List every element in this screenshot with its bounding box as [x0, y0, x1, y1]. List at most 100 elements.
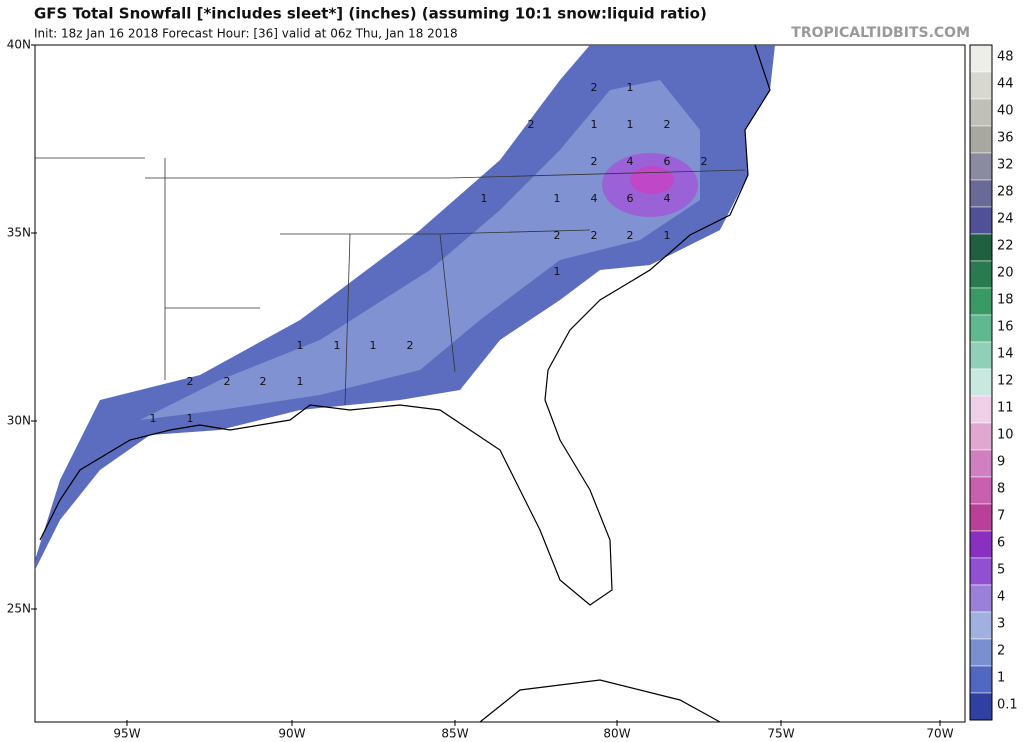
colorbar-label: 6 [997, 536, 1005, 551]
colorbar-label: 22 [997, 239, 1014, 254]
colorbar-swatch [969, 260, 993, 289]
contour-label: 1 [150, 412, 157, 425]
lat-label: 25N [7, 602, 31, 616]
contour-label: 1 [297, 339, 304, 352]
colorbar-label: 10 [997, 428, 1014, 443]
colorbar-label: 11 [997, 401, 1014, 416]
lon-label: 80W [603, 727, 630, 741]
contour-label: 2 [664, 118, 671, 131]
colorbar-label: 12 [997, 374, 1014, 389]
lon-label: 95W [113, 727, 140, 741]
colorbar-swatch [969, 449, 993, 478]
colorbar-label: 8 [997, 482, 1005, 497]
subtitle: Init: 18z Jan 16 2018 Forecast Hour: [36… [34, 27, 458, 41]
lat-label: 30N [7, 414, 31, 428]
colorbar-label: 5 [997, 563, 1005, 578]
colorbar-swatch [969, 287, 993, 316]
colorbar-swatch [969, 179, 993, 208]
lon-label: 70W [926, 727, 953, 741]
contour-label: 4 [664, 192, 671, 205]
colorbar-swatch [969, 44, 993, 73]
contour-label: 2 [591, 229, 598, 242]
colorbar-swatch [969, 206, 993, 235]
colorbar-label: 32 [997, 158, 1014, 173]
colorbar-label: 14 [997, 347, 1014, 362]
contour-label: 4 [591, 192, 598, 205]
lat-label: 35N [7, 226, 31, 240]
colorbar-label: 2 [997, 644, 1005, 659]
colorbar-frame [969, 44, 993, 721]
colorbar-swatch [969, 584, 993, 613]
colorbar-swatch [969, 152, 993, 181]
colorbar-label: 7 [997, 509, 1005, 524]
title: GFS Total Snowfall [*includes sleet*] (i… [34, 5, 707, 23]
contour-label: 6 [627, 192, 634, 205]
colorbar-label: 48 [997, 50, 1014, 65]
colorbar-swatch [969, 314, 993, 343]
lon-label: 85W [441, 727, 468, 741]
contour-label: 1 [297, 375, 304, 388]
colorbar-swatch [969, 125, 993, 154]
map-area [34, 44, 966, 723]
colorbar-swatch [969, 665, 993, 694]
colorbar-label: 16 [997, 320, 1014, 335]
contour-label: 2 [554, 229, 561, 242]
cuba-coast [479, 679, 721, 723]
colorbar-label: 4 [997, 590, 1005, 605]
colorbar-swatch [969, 395, 993, 424]
contour-label: 1 [334, 339, 341, 352]
lat-label: 40N [7, 38, 31, 52]
colorbar-swatch [969, 71, 993, 100]
contour-label: 1 [481, 192, 488, 205]
colorbar-swatch [969, 530, 993, 559]
colorbar-swatch [969, 233, 993, 262]
colorbar-swatch [969, 98, 993, 127]
colorbar-swatch [969, 692, 993, 721]
contour-label: 1 [370, 339, 377, 352]
colorbar-swatch [969, 476, 993, 505]
contour-label: 2 [591, 155, 598, 168]
colorbar-label: 36 [997, 131, 1014, 146]
contour-label: 1 [664, 229, 671, 242]
colorbar-swatch [969, 503, 993, 532]
snow-band-inner [140, 80, 700, 420]
colorbar-label: 18 [997, 293, 1014, 308]
contour-label: 2 [224, 375, 231, 388]
colorbar-swatch [969, 638, 993, 667]
colorbar-swatch [969, 422, 993, 451]
colorbar-label: 28 [997, 185, 1014, 200]
contour-label: 2 [528, 118, 535, 131]
colorbar-label: 24 [997, 212, 1014, 227]
colorbar-label: 44 [997, 77, 1014, 92]
contour-label: 6 [664, 155, 671, 168]
contour-label: 1 [627, 118, 634, 131]
colorbar-label: 3 [997, 617, 1005, 632]
contour-label: 1 [554, 192, 561, 205]
colorbar-label: 9 [997, 455, 1005, 470]
contour-label: 2 [187, 375, 194, 388]
colorbar-swatch [969, 557, 993, 586]
colorbar-label: 20 [997, 266, 1014, 281]
contour-label: 1 [554, 265, 561, 278]
contour-label: 2 [407, 339, 414, 352]
state-lines [35, 157, 746, 406]
colorbar-label: 1 [997, 671, 1005, 686]
contour-label: 2 [627, 229, 634, 242]
contour-label: 2 [591, 81, 598, 94]
lon-label: 75W [767, 727, 794, 741]
lon-label: 90W [278, 727, 305, 741]
contour-label: 4 [627, 155, 634, 168]
contour-label: 2 [701, 155, 708, 168]
contour-label: 1 [187, 412, 194, 425]
colorbar: 4844403632282422201816141211109876543210… [969, 44, 1018, 721]
brand: TROPICALTIDBITS.COM [791, 25, 970, 41]
colorbar-label: 0.1 [997, 698, 1018, 713]
colorbar-label: 40 [997, 104, 1014, 119]
contour-label: 2 [260, 375, 267, 388]
colorbar-swatch [969, 341, 993, 370]
contour-label: 1 [591, 118, 598, 131]
coastline [39, 44, 771, 606]
colorbar-swatch [969, 611, 993, 640]
